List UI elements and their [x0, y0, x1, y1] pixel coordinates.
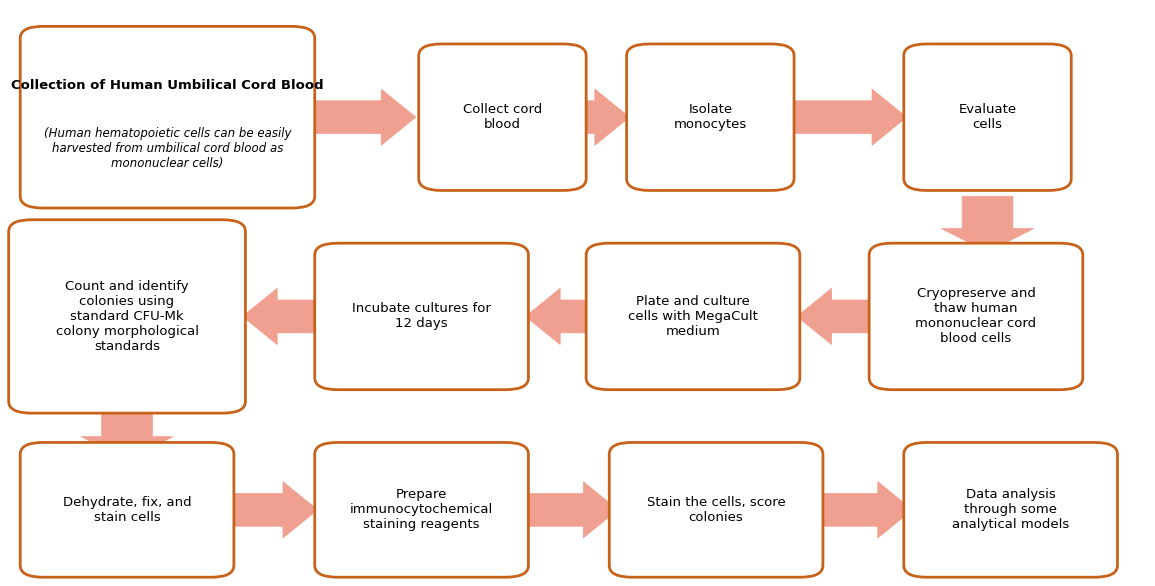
FancyBboxPatch shape — [20, 26, 314, 208]
Text: Evaluate
cells: Evaluate cells — [959, 103, 1016, 131]
Text: Collect cord
blood: Collect cord blood — [463, 103, 542, 131]
Polygon shape — [797, 288, 872, 345]
Text: Cryopreserve and
thaw human
mononuclear cord
blood cells: Cryopreserve and thaw human mononuclear … — [916, 288, 1036, 345]
Text: Prepare
immunocytochemical
staining reagents: Prepare immunocytochemical staining reag… — [350, 488, 493, 532]
Text: Dehydrate, fix, and
stain cells: Dehydrate, fix, and stain cells — [62, 496, 192, 524]
Text: Count and identify
colonies using
standard CFU-Mk
colony morphological
standards: Count and identify colonies using standa… — [55, 280, 199, 353]
Text: Data analysis
through some
analytical models: Data analysis through some analytical mo… — [952, 488, 1070, 532]
Text: Plate and culture
cells with MegaCult
medium: Plate and culture cells with MegaCult me… — [628, 295, 758, 338]
FancyBboxPatch shape — [314, 442, 528, 577]
FancyBboxPatch shape — [903, 442, 1118, 577]
Text: Collection of Human Umbilical Cord Blood: Collection of Human Umbilical Cord Blood — [12, 79, 323, 92]
Text: Isolate
monocytes: Isolate monocytes — [673, 103, 747, 131]
FancyBboxPatch shape — [869, 243, 1083, 390]
FancyBboxPatch shape — [8, 220, 246, 413]
Text: Incubate cultures for
12 days: Incubate cultures for 12 days — [352, 302, 491, 331]
FancyBboxPatch shape — [903, 44, 1072, 190]
FancyBboxPatch shape — [314, 243, 528, 390]
Text: (Human hematopoietic cells can be easily
harvested from umbilical cord blood as
: (Human hematopoietic cells can be easily… — [44, 127, 291, 171]
Text: Stain the cells, score
colonies: Stain the cells, score colonies — [647, 496, 785, 524]
Polygon shape — [231, 482, 318, 538]
FancyBboxPatch shape — [586, 243, 799, 390]
FancyBboxPatch shape — [626, 44, 795, 190]
Polygon shape — [312, 89, 416, 145]
Polygon shape — [243, 288, 321, 345]
Polygon shape — [791, 89, 907, 145]
Polygon shape — [583, 89, 629, 145]
FancyBboxPatch shape — [21, 442, 233, 577]
FancyBboxPatch shape — [610, 442, 822, 577]
Polygon shape — [820, 482, 912, 538]
Polygon shape — [526, 482, 618, 538]
FancyBboxPatch shape — [418, 44, 587, 190]
Polygon shape — [81, 410, 173, 460]
Polygon shape — [526, 288, 595, 345]
Polygon shape — [941, 196, 1034, 252]
